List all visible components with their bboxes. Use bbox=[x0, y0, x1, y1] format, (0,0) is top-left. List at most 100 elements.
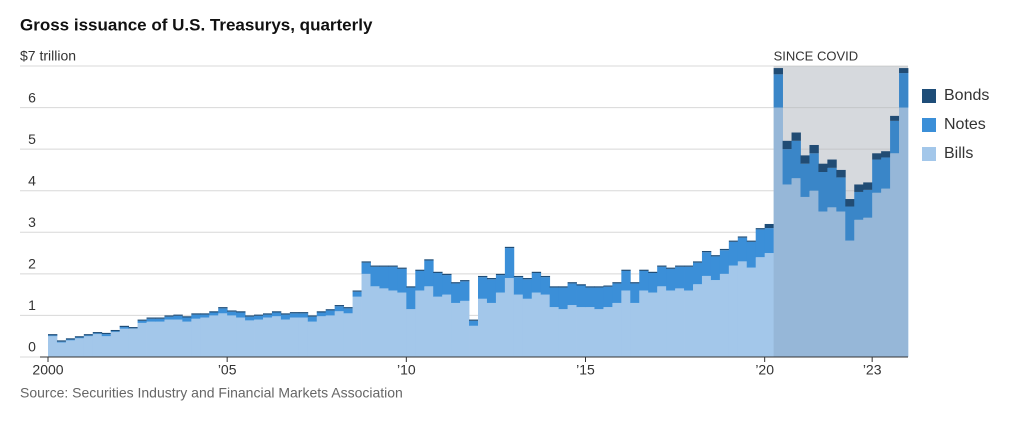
area-step bbox=[773, 74, 783, 108]
y-tick-label: $7 trillion bbox=[20, 48, 76, 64]
area-step bbox=[200, 314, 210, 318]
area-step bbox=[675, 266, 685, 289]
area-step bbox=[710, 256, 721, 281]
area-step bbox=[352, 296, 362, 357]
area-step bbox=[719, 250, 730, 274]
area-step bbox=[83, 334, 94, 336]
area-step bbox=[791, 132, 801, 141]
area-step bbox=[263, 317, 273, 357]
area-step bbox=[370, 286, 380, 357]
y-tick-label: 3 bbox=[28, 214, 36, 230]
area-step bbox=[827, 159, 837, 168]
area-step bbox=[504, 248, 515, 279]
area-step bbox=[236, 311, 246, 313]
area-step bbox=[191, 314, 201, 319]
area-step bbox=[460, 281, 470, 301]
area-step bbox=[83, 336, 94, 357]
area-step bbox=[478, 298, 488, 357]
area-step bbox=[513, 275, 524, 278]
area-step bbox=[424, 259, 434, 261]
area-step bbox=[540, 294, 551, 357]
area-step bbox=[155, 317, 165, 319]
area-step bbox=[800, 155, 810, 164]
area-step bbox=[379, 288, 389, 357]
area-step bbox=[191, 313, 201, 315]
area-step bbox=[845, 206, 855, 241]
area-step bbox=[442, 273, 452, 276]
area-step bbox=[218, 313, 228, 357]
area-step bbox=[119, 325, 130, 328]
area-step bbox=[755, 257, 766, 357]
covid-shade bbox=[773, 66, 908, 357]
area-step bbox=[701, 275, 712, 357]
y-tick-label: 1 bbox=[28, 297, 36, 313]
area-step bbox=[558, 286, 568, 288]
area-step bbox=[863, 217, 873, 357]
area-step bbox=[271, 312, 282, 317]
area-step bbox=[48, 335, 58, 337]
area-step bbox=[325, 309, 336, 311]
area-step bbox=[424, 260, 434, 287]
area-step bbox=[478, 277, 488, 299]
area-step bbox=[603, 307, 613, 357]
area-step bbox=[271, 316, 282, 357]
area-step bbox=[289, 317, 300, 357]
area-step bbox=[836, 169, 846, 178]
area-step bbox=[863, 182, 873, 190]
y-tick-label: 6 bbox=[28, 89, 36, 105]
area-step bbox=[352, 291, 362, 297]
area-step bbox=[549, 286, 560, 288]
area-step bbox=[576, 284, 586, 286]
area-step bbox=[200, 317, 210, 357]
area-step bbox=[567, 283, 577, 306]
area-step bbox=[809, 190, 819, 357]
area-step bbox=[379, 266, 389, 289]
area-step bbox=[334, 311, 345, 357]
area-step bbox=[486, 279, 497, 303]
area-step bbox=[209, 315, 219, 357]
area-step bbox=[657, 266, 667, 287]
area-step bbox=[433, 296, 443, 357]
area-step bbox=[316, 316, 327, 357]
area-step bbox=[245, 316, 255, 321]
area-step bbox=[182, 317, 192, 322]
area-step bbox=[495, 292, 506, 357]
area-step bbox=[155, 321, 165, 357]
area-step bbox=[325, 310, 336, 316]
y-tick-label: 5 bbox=[28, 131, 36, 147]
area-step bbox=[388, 290, 398, 357]
area-step bbox=[128, 328, 138, 357]
area-step bbox=[343, 307, 353, 309]
area-step bbox=[531, 273, 542, 293]
area-step bbox=[648, 271, 658, 274]
x-tick-label: ’23 bbox=[863, 362, 882, 378]
area-step bbox=[513, 294, 524, 357]
area-step bbox=[818, 172, 828, 212]
area-step bbox=[406, 287, 416, 310]
area-step bbox=[845, 240, 855, 357]
area-step bbox=[872, 159, 882, 193]
area-step bbox=[522, 279, 533, 299]
area-step bbox=[289, 313, 300, 318]
area-step bbox=[218, 307, 228, 309]
area-step bbox=[863, 189, 873, 218]
area-step bbox=[227, 311, 237, 316]
area-step bbox=[352, 290, 362, 292]
area-step bbox=[809, 144, 819, 154]
area-step bbox=[630, 283, 640, 303]
area-step bbox=[549, 287, 560, 308]
area-step bbox=[899, 107, 909, 357]
area-step bbox=[65, 338, 76, 340]
area-step bbox=[397, 268, 407, 293]
area-step bbox=[137, 322, 147, 357]
area-step bbox=[298, 313, 309, 318]
area-step bbox=[800, 196, 810, 357]
area-step bbox=[227, 315, 237, 357]
area-step bbox=[236, 317, 246, 357]
area-step bbox=[65, 340, 76, 357]
area-step bbox=[818, 163, 828, 173]
legend-swatch bbox=[922, 147, 936, 161]
area-step bbox=[254, 315, 264, 320]
area-step bbox=[495, 273, 506, 276]
